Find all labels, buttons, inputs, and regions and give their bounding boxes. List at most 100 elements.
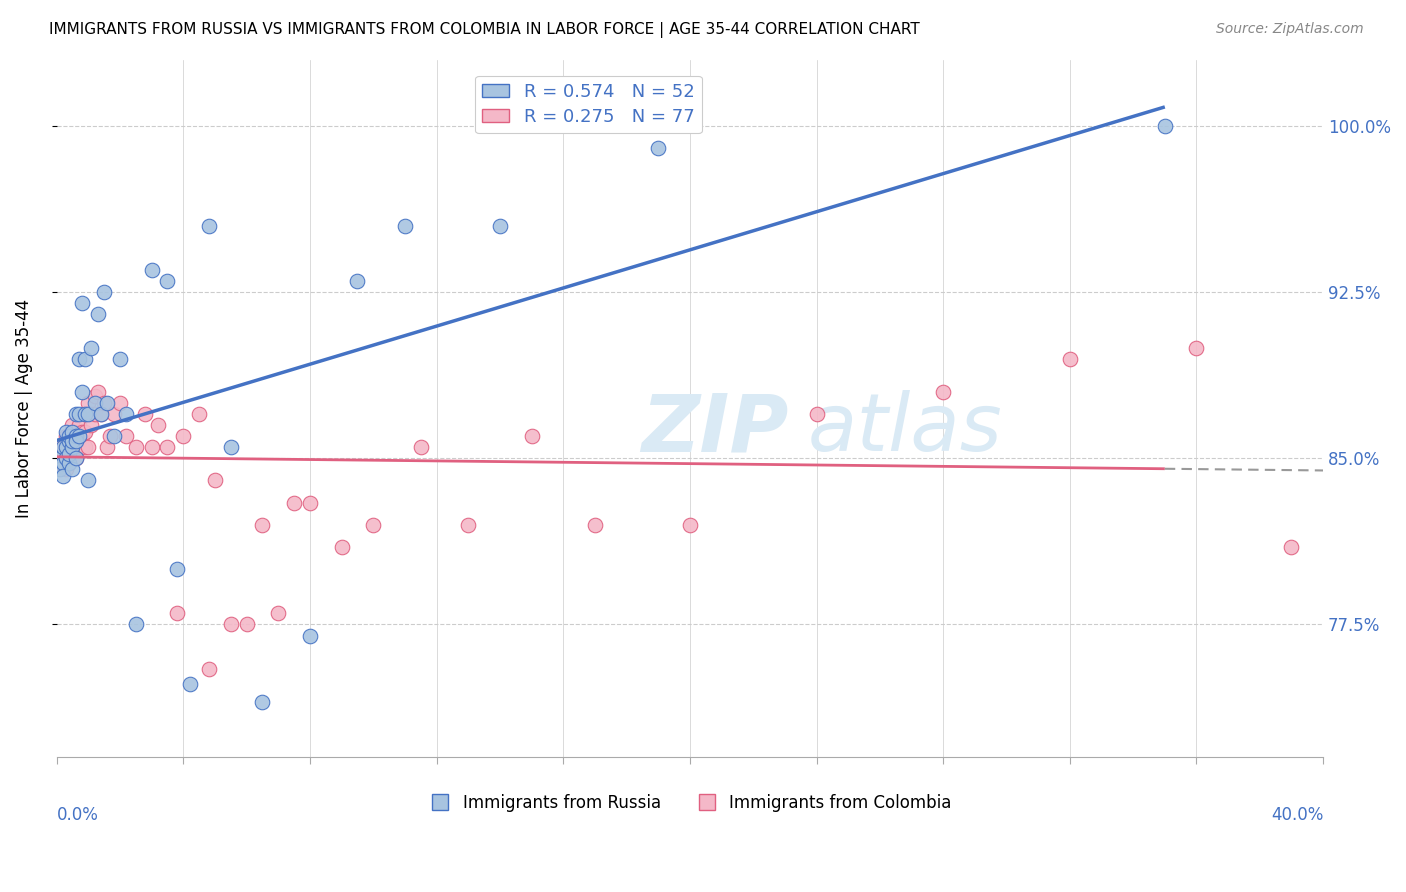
- Point: [49, 462, 72, 476]
- Point: [134, 407, 156, 421]
- Point: [75, 407, 97, 421]
- Point: [125, 440, 148, 454]
- Point: [75, 351, 97, 366]
- Point: [115, 429, 138, 443]
- Point: [65, 425, 87, 439]
- Point: [55, 440, 77, 454]
- Point: [58, 456, 80, 470]
- Point: [55, 425, 77, 439]
- Point: [65, 429, 87, 443]
- Point: [489, 219, 512, 233]
- Point: [55, 440, 77, 454]
- Point: [62, 447, 84, 461]
- Point: [67, 418, 90, 433]
- Point: [62, 462, 84, 476]
- Point: [93, 285, 115, 300]
- Point: [115, 407, 138, 421]
- Point: [65, 407, 87, 421]
- Point: [70, 429, 93, 443]
- Point: [330, 540, 353, 554]
- Point: [58, 447, 80, 461]
- Point: [87, 307, 110, 321]
- Point: [100, 429, 122, 443]
- Point: [647, 141, 669, 155]
- Point: [141, 440, 163, 454]
- Point: [1185, 341, 1208, 355]
- Point: [219, 440, 242, 454]
- Point: [298, 496, 321, 510]
- Point: [188, 407, 211, 421]
- Point: [96, 440, 118, 454]
- Point: [52, 440, 75, 454]
- Point: [361, 517, 384, 532]
- Legend: Immigrants from Russia, Immigrants from Colombia: Immigrants from Russia, Immigrants from …: [422, 788, 959, 819]
- Point: [62, 425, 84, 439]
- Point: [62, 440, 84, 454]
- Point: [80, 418, 103, 433]
- Point: [520, 429, 543, 443]
- Point: [679, 517, 702, 532]
- Point: [457, 517, 479, 532]
- Point: [394, 219, 416, 233]
- Point: [156, 274, 179, 288]
- Point: [103, 429, 125, 443]
- Text: 40.0%: 40.0%: [1271, 806, 1323, 824]
- Point: [67, 429, 90, 443]
- Point: [93, 396, 115, 410]
- Point: [58, 456, 80, 470]
- Point: [58, 434, 80, 448]
- Point: [90, 407, 112, 421]
- Point: [65, 451, 87, 466]
- Text: atlas: atlas: [808, 391, 1002, 468]
- Point: [103, 407, 125, 421]
- Point: [55, 429, 77, 443]
- Point: [197, 219, 219, 233]
- Point: [52, 469, 75, 483]
- Point: [90, 407, 112, 421]
- Point: [77, 440, 100, 454]
- Point: [62, 418, 84, 433]
- Point: [80, 407, 103, 421]
- Point: [409, 440, 432, 454]
- Point: [204, 474, 226, 488]
- Point: [125, 617, 148, 632]
- Point: [65, 440, 87, 454]
- Point: [62, 434, 84, 448]
- Point: [62, 429, 84, 443]
- Point: [179, 677, 201, 691]
- Point: [49, 451, 72, 466]
- Point: [235, 617, 257, 632]
- Point: [932, 384, 955, 399]
- Point: [67, 351, 90, 366]
- Point: [583, 517, 606, 532]
- Point: [67, 434, 90, 448]
- Point: [108, 396, 131, 410]
- Point: [49, 451, 72, 466]
- Point: [83, 396, 105, 410]
- Text: ZIP: ZIP: [641, 391, 789, 468]
- Point: [166, 607, 188, 621]
- Point: [346, 274, 368, 288]
- Point: [52, 456, 75, 470]
- Point: [298, 629, 321, 643]
- Point: [108, 351, 131, 366]
- Point: [70, 296, 93, 310]
- Point: [75, 425, 97, 439]
- Y-axis label: In Labor Force | Age 35-44: In Labor Force | Age 35-44: [15, 299, 32, 518]
- Point: [146, 418, 169, 433]
- Point: [283, 496, 305, 510]
- Point: [75, 440, 97, 454]
- Point: [172, 429, 194, 443]
- Point: [49, 456, 72, 470]
- Point: [75, 407, 97, 421]
- Point: [62, 440, 84, 454]
- Point: [1059, 351, 1081, 366]
- Point: [1281, 540, 1303, 554]
- Point: [77, 396, 100, 410]
- Point: [83, 389, 105, 403]
- Point: [166, 562, 188, 576]
- Point: [806, 407, 828, 421]
- Point: [96, 396, 118, 410]
- Point: [87, 384, 110, 399]
- Point: [65, 451, 87, 466]
